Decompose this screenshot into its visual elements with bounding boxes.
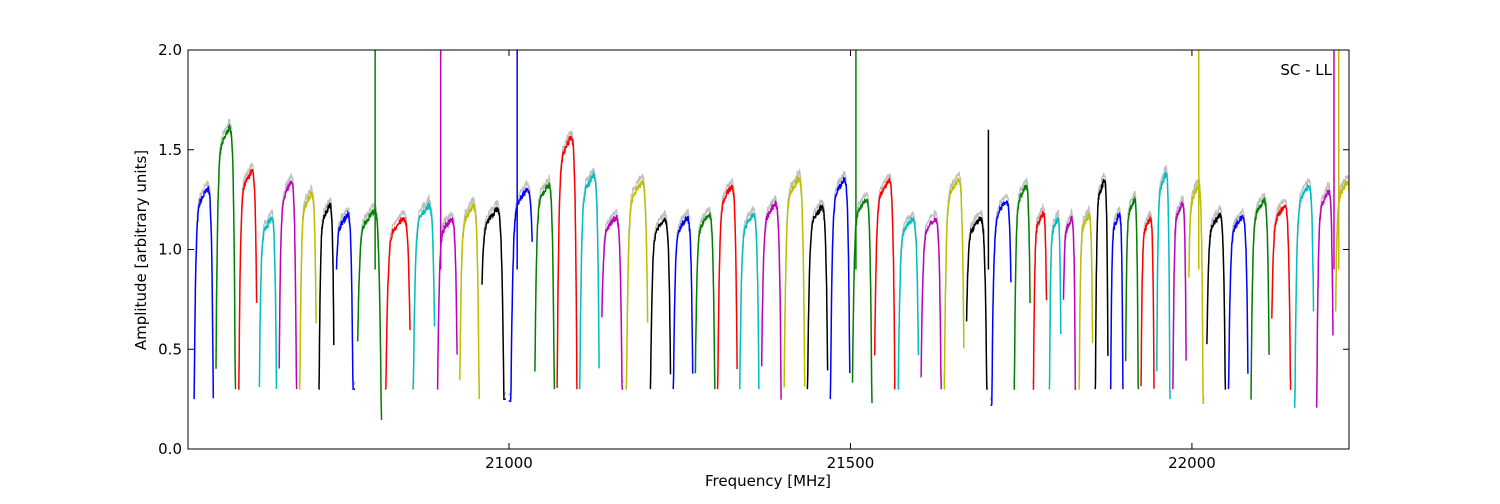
spectral-band-line — [1140, 216, 1155, 389]
spectral-band-line — [760, 200, 782, 400]
spectral-band-line — [601, 214, 624, 390]
spectral-band-line — [459, 203, 481, 400]
spectral-band-line — [193, 186, 215, 400]
spectral-band-line — [1094, 178, 1109, 390]
spectral-band-line — [829, 176, 851, 400]
y-tick-label: 1.5 — [158, 141, 182, 159]
x-axis-label: Frequency [MHz] — [705, 472, 831, 490]
spectral-band-line — [965, 216, 988, 390]
spectral-band-line — [534, 182, 556, 390]
x-tick-label: 21500 — [827, 454, 875, 472]
spectral-band-line — [897, 216, 920, 390]
spectral-band-line — [694, 212, 716, 390]
spectral-band-line — [1172, 201, 1187, 390]
spectral-band-line — [1048, 216, 1062, 390]
spectral-band-line — [873, 176, 896, 390]
spectral-band-line — [990, 199, 1012, 406]
spectral-band-line — [672, 215, 694, 390]
spectral-band-line — [356, 208, 383, 420]
spectral-band-line — [1206, 212, 1227, 390]
spectral-band-line — [1271, 204, 1292, 390]
spectral-band-line — [1062, 215, 1077, 390]
spectral-band-line — [716, 184, 738, 390]
spectral-band-line — [1156, 171, 1171, 400]
spectral-band-line — [508, 187, 533, 402]
spectral-band-line — [1293, 182, 1315, 408]
spectral-band-line — [578, 170, 600, 390]
y-tick-label: 2.0 — [158, 41, 182, 59]
spectral-band-line — [1124, 195, 1140, 390]
y-tick-label: 1.0 — [158, 241, 182, 259]
spectral-band-line — [1109, 212, 1124, 390]
x-tick-label: 21000 — [485, 454, 533, 472]
spectral-band-line — [298, 191, 317, 390]
spectral-band-line — [384, 216, 411, 390]
tick-layer: 21000 21500 22000 0.0 0.5 1.0 1.5 2.0 — [158, 41, 1349, 472]
spectral-band-line — [625, 178, 649, 390]
spectral-band-line — [412, 202, 436, 390]
spectral-band-line — [1250, 197, 1270, 400]
spectral-band-line — [215, 123, 237, 390]
panel-annotation: SC - LL — [1280, 61, 1332, 79]
y-tick-label: 0.5 — [158, 340, 182, 358]
spectral-band-line — [1013, 184, 1031, 390]
spectral-band-line — [739, 212, 760, 390]
spectral-band-line — [278, 180, 298, 390]
spectral-band-line — [238, 168, 258, 390]
series-layer — [193, 50, 1349, 420]
spectral-band-line — [258, 216, 278, 389]
x-tick-label: 22000 — [1168, 454, 1216, 472]
spectral-band-line — [806, 203, 829, 390]
spectral-band-line — [649, 217, 672, 390]
y-axis-label: Amplitude [arbitrary units] — [132, 150, 150, 350]
spectral-band-line — [1078, 212, 1094, 390]
spectral-band-line — [1315, 189, 1334, 408]
spectral-band-line — [556, 135, 578, 390]
spectral-band-line — [335, 210, 355, 390]
spectral-band-line — [318, 202, 335, 390]
y-tick-label: 0.0 — [158, 440, 182, 458]
spectral-band-line — [481, 206, 506, 400]
spectral-band-line — [783, 175, 806, 388]
spectral-band-line — [1188, 183, 1205, 404]
spectral-band-line — [1227, 214, 1249, 390]
spectral-band-line — [920, 217, 943, 390]
spectral-band-line — [943, 177, 965, 390]
spectral-band-line — [1032, 210, 1048, 390]
